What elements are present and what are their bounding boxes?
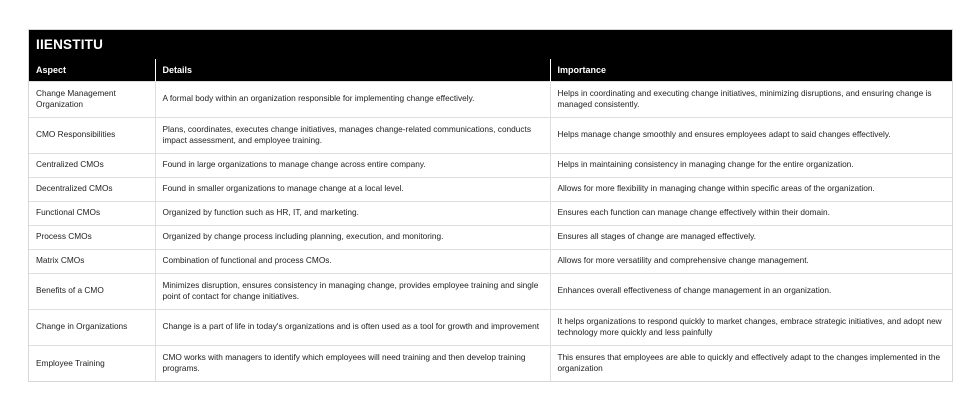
table-row: Employee Training CMO works with manager… (29, 344, 952, 381)
table-row: Functional CMOs Organized by function su… (29, 200, 952, 225)
cell-details: A formal body within an organization res… (155, 80, 551, 117)
cell-details: Organized by change process including pl… (155, 224, 551, 249)
cell-aspect: Functional CMOs (29, 200, 156, 225)
table-row: Decentralized CMOs Found in smaller orga… (29, 176, 952, 201)
table-row: Change in Organizations Change is a part… (29, 308, 952, 345)
aspects-table: Aspect Details Importance Change Managem… (29, 59, 952, 381)
cell-aspect: Process CMOs (29, 224, 156, 249)
cell-importance: Helps in maintaining consistency in mana… (550, 152, 952, 177)
content-table-card: IIENSTITU Aspect Details Importance Chan… (28, 29, 953, 382)
table-body: Change Management Organization A formal … (29, 80, 952, 381)
cell-aspect: Benefits of a CMO (29, 272, 156, 309)
cell-importance: Allows for more versatility and comprehe… (550, 248, 952, 273)
cell-importance: Helps manage change smoothly and ensures… (550, 116, 952, 153)
cell-importance: Ensures all stages of change are managed… (550, 224, 952, 249)
cell-details: CMO works with managers to identify whic… (155, 344, 551, 381)
table-header: Aspect Details Importance (29, 59, 952, 81)
cell-importance: Helps in coordinating and executing chan… (550, 80, 952, 117)
brand-title: IIENSTITU (36, 37, 104, 52)
header-row: Aspect Details Importance (29, 59, 952, 81)
header-importance: Importance (550, 59, 952, 81)
header-details: Details (155, 59, 551, 81)
cell-importance: Enhances overall effectiveness of change… (550, 272, 952, 309)
cell-details: Found in large organizations to manage c… (155, 152, 551, 177)
cell-aspect: Decentralized CMOs (29, 176, 156, 201)
cell-importance: Ensures each function can manage change … (550, 200, 952, 225)
cell-details: Found in smaller organizations to manage… (155, 176, 551, 201)
cell-importance: This ensures that employees are able to … (550, 344, 952, 381)
cell-details: Combination of functional and process CM… (155, 248, 551, 273)
cell-aspect: CMO Responsibilities (29, 116, 156, 153)
cell-details: Plans, coordinates, executes change init… (155, 116, 551, 153)
cell-details: Change is a part of life in today's orga… (155, 308, 551, 345)
cell-aspect: Change Management Organization (29, 80, 156, 117)
table-row: Matrix CMOs Combination of functional an… (29, 248, 952, 273)
cell-aspect: Change in Organizations (29, 308, 156, 345)
table-row: Process CMOs Organized by change process… (29, 224, 952, 249)
header-aspect: Aspect (29, 59, 156, 81)
table-row: Benefits of a CMO Minimizes disruption, … (29, 272, 952, 309)
table-row: Change Management Organization A formal … (29, 80, 952, 117)
cell-importance: Allows for more flexibility in managing … (550, 176, 952, 201)
cell-aspect: Employee Training (29, 344, 156, 381)
cell-importance: It helps organizations to respond quickl… (550, 308, 952, 345)
table-row: Centralized CMOs Found in large organiza… (29, 152, 952, 177)
brand-header: IIENSTITU (29, 30, 952, 59)
cell-details: Organized by function such as HR, IT, an… (155, 200, 551, 225)
cell-aspect: Matrix CMOs (29, 248, 156, 273)
cell-details: Minimizes disruption, ensures consistenc… (155, 272, 551, 309)
cell-aspect: Centralized CMOs (29, 152, 156, 177)
table-row: CMO Responsibilities Plans, coordinates,… (29, 116, 952, 153)
